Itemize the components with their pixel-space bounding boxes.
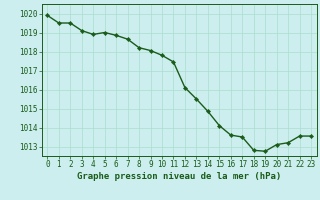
X-axis label: Graphe pression niveau de la mer (hPa): Graphe pression niveau de la mer (hPa): [77, 172, 281, 181]
